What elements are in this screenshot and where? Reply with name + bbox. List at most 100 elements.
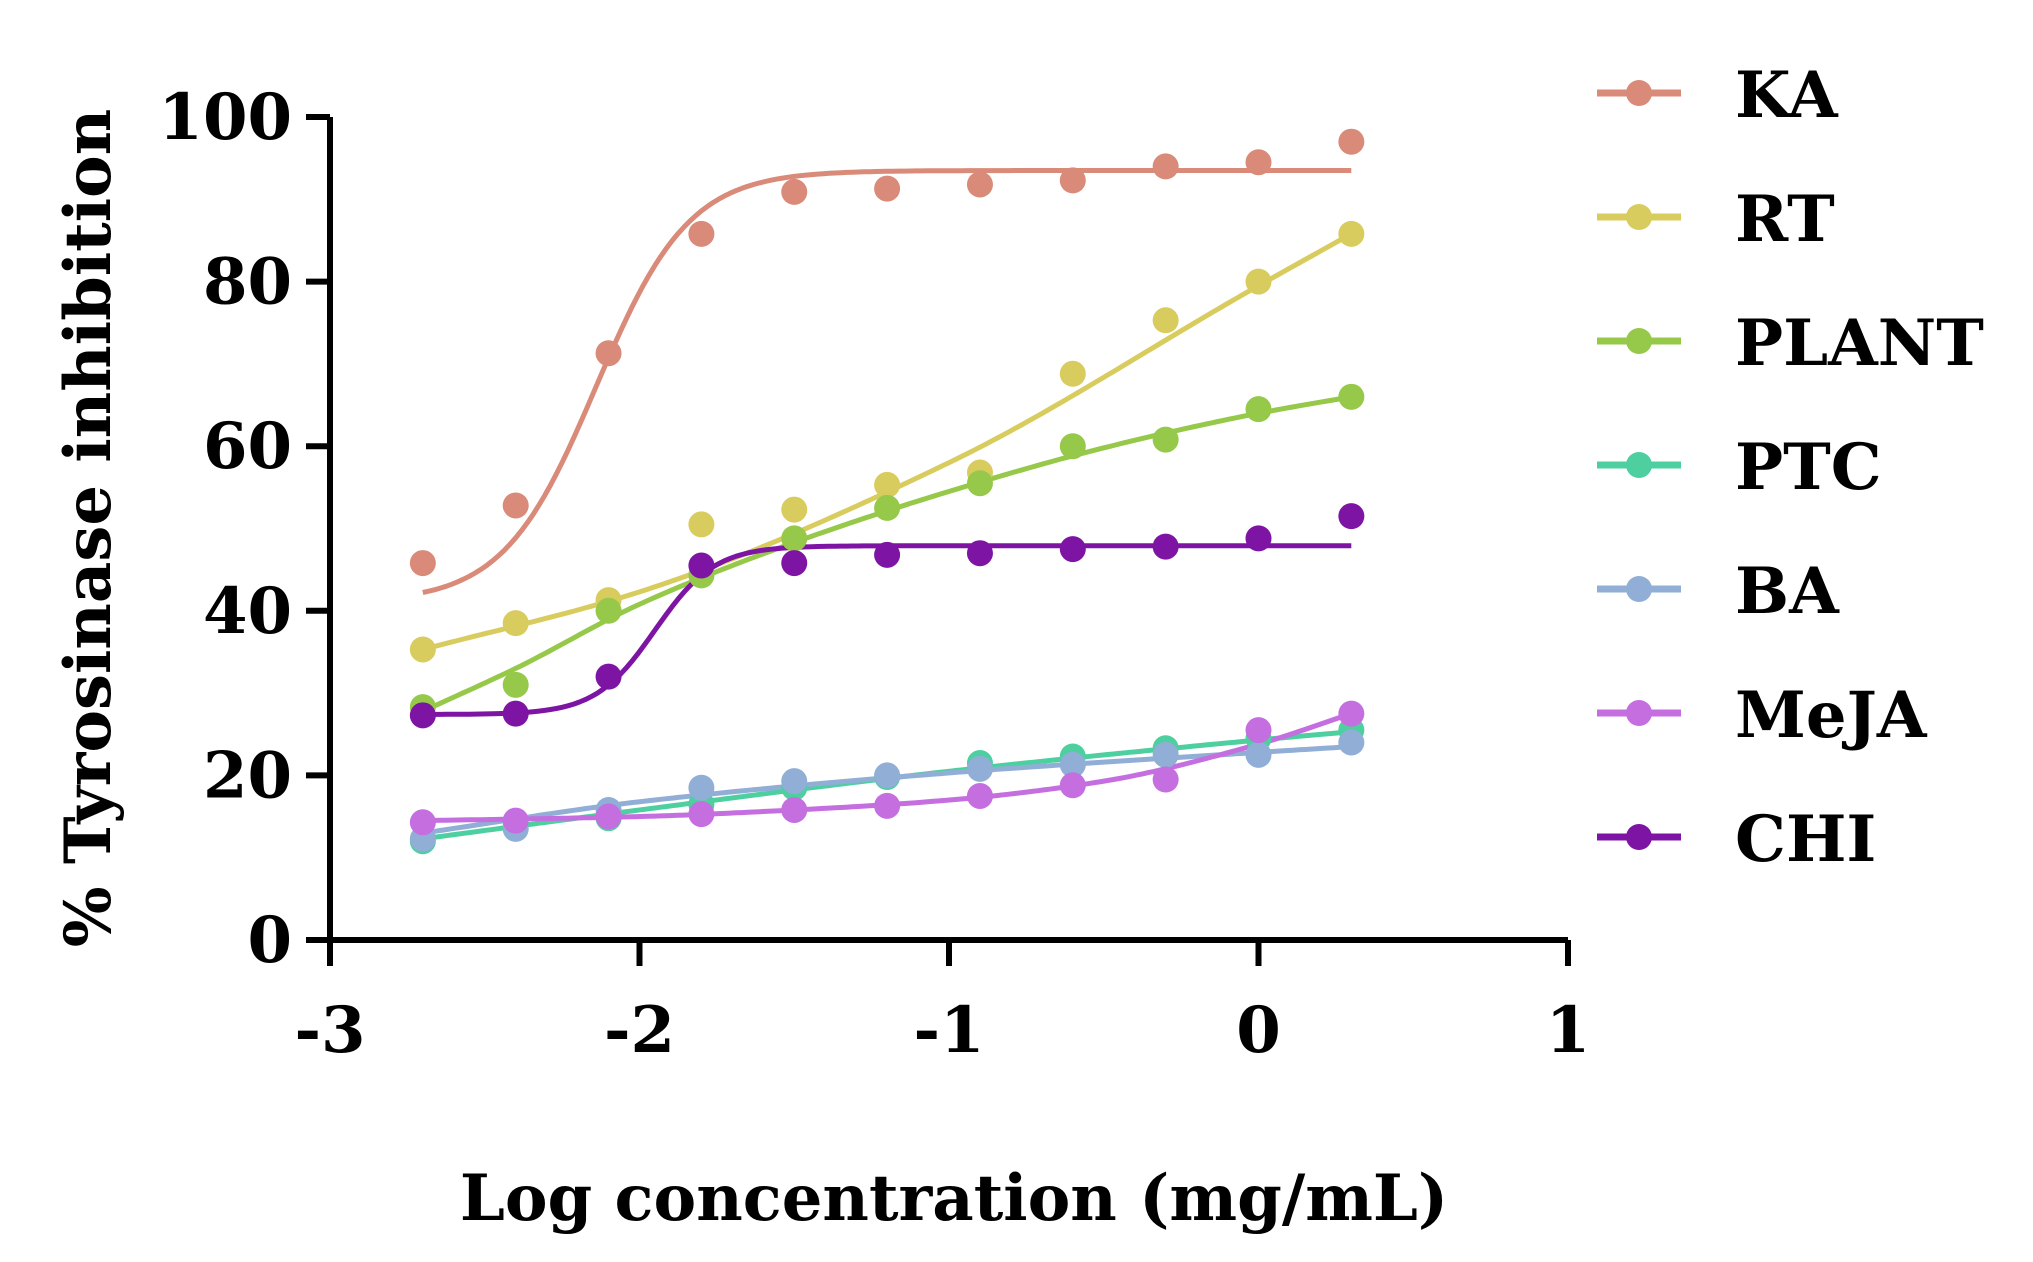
data-point-ba xyxy=(1245,741,1272,768)
data-points xyxy=(409,128,1365,855)
data-point-plant xyxy=(595,597,622,624)
data-point-chi xyxy=(502,700,529,727)
data-point-ka xyxy=(409,550,436,577)
x-tick-label: -1 xyxy=(913,993,984,1068)
data-point-plant xyxy=(502,671,529,698)
x-tick-label: -2 xyxy=(604,993,675,1068)
y-tick-label: 100 xyxy=(158,80,292,155)
legend-marker xyxy=(1626,452,1652,478)
data-point-plant xyxy=(874,494,901,521)
legend-marker xyxy=(1626,576,1652,602)
legend-item-meja: MeJA xyxy=(1597,678,1928,753)
data-point-rt xyxy=(1152,307,1179,334)
data-point-chi xyxy=(874,541,901,568)
y-ticks: 0 20 40 60 80 100 xyxy=(158,80,330,978)
y-tick-label: 20 xyxy=(203,738,292,813)
data-point-meja xyxy=(502,807,529,834)
legend-item-ba: BA xyxy=(1597,554,1840,629)
data-point-plant xyxy=(1338,383,1365,410)
data-point-chi xyxy=(1338,503,1365,530)
legend-label: PLANT xyxy=(1735,306,1984,381)
legend-marker xyxy=(1626,80,1652,106)
data-point-plant xyxy=(781,525,808,552)
legend-item-chi: CHI xyxy=(1597,802,1876,877)
legend-marker xyxy=(1626,204,1652,230)
legend-item-ptc: PTC xyxy=(1597,430,1882,505)
data-point-chi xyxy=(688,552,715,579)
data-point-chi xyxy=(1059,536,1086,563)
fit-curve-ka xyxy=(422,168,1352,595)
data-point-rt xyxy=(1245,268,1272,295)
data-point-ka xyxy=(688,220,715,247)
data-point-ka xyxy=(1245,149,1272,176)
y-tick-label: 0 xyxy=(247,903,292,978)
data-point-ba xyxy=(781,768,808,795)
data-point-plant xyxy=(1245,396,1272,423)
data-point-ka xyxy=(502,492,529,519)
legend-label: RT xyxy=(1735,182,1835,257)
data-point-rt xyxy=(688,511,715,538)
data-point-ba xyxy=(1059,751,1086,778)
data-point-ba xyxy=(1338,729,1365,756)
legend: KA RT PLANT PTC BA MeJA CHI xyxy=(1597,58,1984,877)
data-point-ka xyxy=(1152,153,1179,180)
x-tick-label: 0 xyxy=(1236,993,1281,1068)
legend-label: CHI xyxy=(1735,802,1876,877)
data-point-chi xyxy=(966,540,993,567)
x-tick-label: -3 xyxy=(294,993,365,1068)
data-point-meja xyxy=(595,803,622,830)
data-point-ka xyxy=(874,175,901,202)
y-tick-label: 80 xyxy=(203,245,292,320)
data-point-meja xyxy=(874,792,901,819)
data-point-ka xyxy=(781,178,808,205)
data-point-chi xyxy=(409,702,436,729)
data-point-meja xyxy=(1338,700,1365,727)
data-point-ka xyxy=(595,340,622,367)
legend-item-rt: RT xyxy=(1597,182,1835,257)
axes: 0 20 40 60 80 100 -3 -2 -1 0 1 xyxy=(158,80,1590,1068)
data-point-ka xyxy=(1059,167,1086,194)
data-point-meja xyxy=(966,782,993,809)
data-point-rt xyxy=(502,610,529,637)
legend-marker xyxy=(1626,328,1652,354)
data-point-meja xyxy=(1245,717,1272,744)
data-point-chi xyxy=(781,550,808,577)
data-point-rt xyxy=(409,636,436,663)
data-point-ba xyxy=(874,762,901,789)
x-ticks: -3 -2 -1 0 1 xyxy=(294,940,1590,1068)
data-point-ka xyxy=(966,171,993,198)
legend-label: PTC xyxy=(1735,430,1882,505)
data-point-rt xyxy=(781,496,808,523)
data-point-rt xyxy=(874,471,901,498)
y-tick-label: 40 xyxy=(203,574,292,649)
data-point-ka xyxy=(1338,128,1365,155)
data-point-ba xyxy=(1152,741,1179,768)
legend-item-ka: KA xyxy=(1597,58,1839,133)
data-point-plant xyxy=(1152,426,1179,453)
fit-curve-rt xyxy=(422,231,1353,652)
data-point-ba xyxy=(966,755,993,782)
data-point-meja xyxy=(688,801,715,828)
data-point-meja xyxy=(1059,772,1086,799)
data-point-chi xyxy=(1245,525,1272,552)
legend-label: BA xyxy=(1735,554,1840,629)
legend-marker xyxy=(1626,700,1652,726)
x-tick-label: 1 xyxy=(1546,993,1591,1068)
data-point-plant xyxy=(1059,433,1086,460)
legend-item-plant: PLANT xyxy=(1597,306,1984,381)
data-point-rt xyxy=(1338,220,1365,247)
x-axis-title: Log concentration (mg/mL) xyxy=(460,1161,1448,1236)
legend-marker xyxy=(1626,824,1652,850)
legend-label: KA xyxy=(1735,58,1839,133)
y-tick-label: 60 xyxy=(203,409,292,484)
data-point-ba xyxy=(688,774,715,801)
data-point-meja xyxy=(781,796,808,823)
fit-curve-chi xyxy=(422,543,1352,717)
data-point-meja xyxy=(1152,766,1179,793)
data-point-chi xyxy=(1152,533,1179,560)
data-point-chi xyxy=(595,663,622,690)
data-point-meja xyxy=(409,809,436,836)
y-axis-title: % Tyrosinase inhibition xyxy=(51,109,126,948)
legend-label: MeJA xyxy=(1735,678,1928,753)
